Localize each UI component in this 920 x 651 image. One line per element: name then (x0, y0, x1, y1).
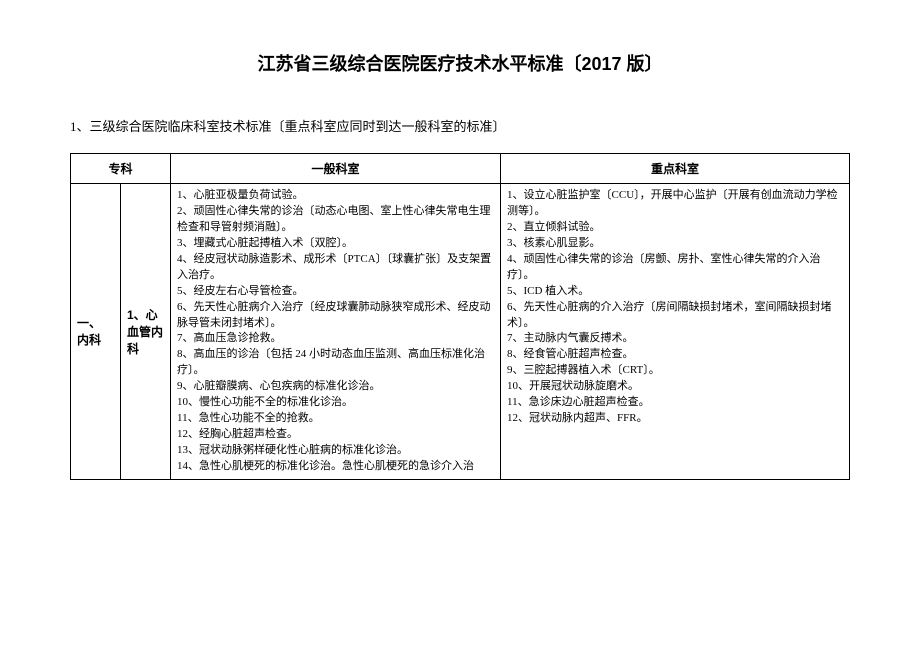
list-item: 10、慢性心功能不全的标准化诊治。 (177, 395, 494, 411)
list-item: 10、开展冠状动脉旋磨术。 (507, 379, 843, 395)
list-item: 8、高血压的诊治〔包括 24 小时动态血压监测、高血压标准化治疗〕。 (177, 347, 494, 379)
header-key: 重点科室 (501, 154, 850, 184)
list-item: 12、冠状动脉内超声、FFR。 (507, 411, 843, 427)
list-item: 6、先天性心脏病介入治疗〔经皮球囊肺动脉狭窄成形术、经皮动脉导管未闭封堵术〕。 (177, 300, 494, 332)
list-item: 7、主动脉内气囊反搏术。 (507, 331, 843, 347)
list-item: 9、三腔起搏器植入术〔CRT〕。 (507, 363, 843, 379)
header-specialty: 专科 (71, 154, 171, 184)
list-item: 4、顽固性心律失常的诊治〔房颤、房扑、室性心律失常的介入治疗〕。 (507, 252, 843, 284)
list-item: 7、高血压急诊抢救。 (177, 331, 494, 347)
list-item: 13、冠状动脉粥样硬化性心脏病的标准化诊治。 (177, 443, 494, 459)
list-item: 2、直立倾斜试验。 (507, 220, 843, 236)
list-item: 4、经皮冠状动脉造影术、成形术〔PTCA〕〔球囊扩张〕及支架置入治疗。 (177, 252, 494, 284)
section-subtitle: 1、三级综合医院临床科室技术标准〔重点科室应同时到达一般科室的标准〕 (70, 116, 850, 135)
cell-specialty-1: 一、 内科 (71, 184, 121, 480)
general-item-list: 1、心脏亚极量负荷试验。 2、顽固性心律失常的诊治〔动态心电图、室上性心律失常电… (177, 188, 494, 475)
list-item: 11、急性心功能不全的抢救。 (177, 411, 494, 427)
list-item: 11、急诊床边心脏超声检查。 (507, 395, 843, 411)
list-item: 1、心脏亚极量负荷试验。 (177, 188, 494, 204)
list-item: 9、心脏瓣膜病、心包疾病的标准化诊治。 (177, 379, 494, 395)
list-item: 3、核素心肌显影。 (507, 236, 843, 252)
table-row: 一、 内科 1、心血管内科 1、心脏亚极量负荷试验。 2、顽固性心律失常的诊治〔… (71, 184, 850, 480)
list-item: 3、埋藏式心脏起搏植入术〔双腔〕。 (177, 236, 494, 252)
document-page: 江苏省三级综合医院医疗技术水平标准〔2017 版〕 1、三级综合医院临床科室技术… (0, 0, 920, 480)
standards-table: 专科 一般科室 重点科室 一、 内科 1、心血管内科 1、心脏亚极量负荷试验。 … (70, 153, 850, 480)
list-item: 8、经食管心脏超声检查。 (507, 347, 843, 363)
list-item: 5、经皮左右心导管检查。 (177, 284, 494, 300)
list-item: 12、经胸心脏超声检查。 (177, 427, 494, 443)
cell-general: 1、心脏亚极量负荷试验。 2、顽固性心律失常的诊治〔动态心电图、室上性心律失常电… (171, 184, 501, 480)
header-general: 一般科室 (171, 154, 501, 184)
table-header-row: 专科 一般科室 重点科室 (71, 154, 850, 184)
cell-specialty-2: 1、心血管内科 (121, 184, 171, 480)
list-item: 14、急性心肌梗死的标准化诊治。急性心肌梗死的急诊介入治 (177, 459, 494, 475)
list-item: 2、顽固性心律失常的诊治〔动态心电图、室上性心律失常电生理检查和导管射频消融〕。 (177, 204, 494, 236)
document-title: 江苏省三级综合医院医疗技术水平标准〔2017 版〕 (70, 50, 850, 76)
cell-key: 1、设立心脏监护室〔CCU〕，开展中心监护〔开展有创血流动力学检测等〕。 2、直… (501, 184, 850, 480)
list-item: 6、先天性心脏病的介入治疗〔房间隔缺损封堵术，室间隔缺损封堵术〕。 (507, 300, 843, 332)
list-item: 1、设立心脏监护室〔CCU〕，开展中心监护〔开展有创血流动力学检测等〕。 (507, 188, 843, 220)
key-item-list: 1、设立心脏监护室〔CCU〕，开展中心监护〔开展有创血流动力学检测等〕。 2、直… (507, 188, 843, 427)
list-item: 5、ICD 植入术。 (507, 284, 843, 300)
